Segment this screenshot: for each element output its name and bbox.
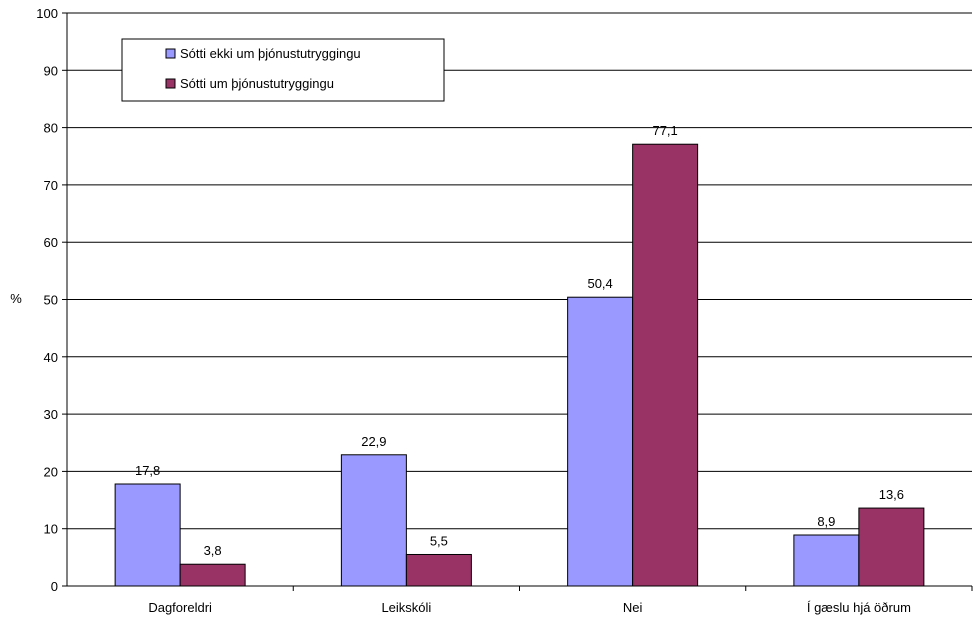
data-label: 50,4 [587, 276, 612, 291]
data-labels: 17,8 3,8 22,9 5,5 50,4 77,1 8,9 13,6 [135, 123, 904, 558]
x-axis-ticks: Dagforeldri Leikskóli Nei Í gæslu hjá öðrum [148, 586, 973, 615]
y-tick-label: 40 [44, 350, 58, 365]
bar [179, 563, 246, 587]
x-tick-label: Leikskóli [381, 600, 431, 615]
x-tick-label: Dagforeldri [148, 600, 212, 615]
legend-box [121, 38, 445, 102]
data-label: 22,9 [361, 434, 386, 449]
data-label: 17,8 [135, 463, 160, 478]
y-tick-label: 90 [44, 63, 58, 78]
legend-label: Sótti ekki um þjónustutryggingu [180, 46, 361, 61]
data-label: 5,5 [430, 533, 448, 548]
y-tick-label: 80 [44, 121, 58, 136]
bar [632, 143, 699, 587]
gridlines [67, 12, 972, 530]
y-axis-ticks: 0 10 20 30 40 50 60 70 80 90 100 [36, 6, 67, 594]
data-label: 3,8 [204, 543, 222, 558]
y-axis-label: % [10, 291, 22, 306]
y-tick-label: 20 [44, 464, 58, 479]
legend-swatch [165, 48, 176, 59]
legend-label: Sótti um þjónustutryggingu [180, 76, 334, 91]
bar [793, 534, 860, 587]
y-tick-label: 0 [51, 579, 58, 594]
data-label: 77,1 [652, 123, 677, 138]
y-tick-label: 10 [44, 522, 58, 537]
bar [567, 296, 634, 587]
x-tick-label: Í gæslu hjá öðrum [807, 600, 911, 615]
data-label: 13,6 [879, 487, 904, 502]
legend-swatch [165, 78, 176, 89]
legend: Sótti ekki um þjónustutryggingu Sótti um … [121, 38, 445, 102]
y-tick-label: 50 [44, 293, 58, 308]
y-tick-label: 100 [36, 6, 58, 21]
bars [114, 143, 925, 587]
bar [405, 553, 472, 587]
data-label: 8,9 [817, 514, 835, 529]
y-tick-label: 60 [44, 235, 58, 250]
bar [340, 454, 407, 587]
bar [858, 507, 925, 587]
y-tick-label: 30 [44, 407, 58, 422]
y-tick-label: 70 [44, 178, 58, 193]
x-tick-label: Nei [623, 600, 643, 615]
bar [114, 483, 181, 587]
